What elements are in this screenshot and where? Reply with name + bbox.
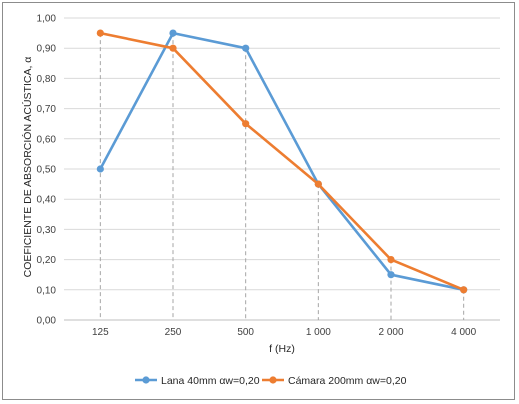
y-tick-label: 0,90 (37, 44, 57, 55)
y-tick-label: 0,70 (37, 104, 57, 115)
legend-swatch-marker (269, 376, 277, 384)
y-tick-label: 0,30 (37, 225, 57, 236)
data-point-series-2 (169, 44, 177, 52)
data-point-series-1 (387, 271, 395, 279)
x-tick-label: 250 (165, 327, 182, 338)
chart-frame (2, 2, 515, 400)
data-point-series-1 (169, 29, 177, 37)
data-point-series-2 (314, 180, 322, 188)
legend-label: Lana 40mm αw=0,20 (161, 375, 260, 387)
x-tick-label: 4 000 (451, 327, 476, 338)
x-tick-label: 500 (237, 327, 254, 338)
series-line-2 (99, 31, 466, 292)
drop-lines (99, 33, 465, 320)
data-point-series-1 (96, 165, 104, 173)
y-tick-labels: 0,00 0,10 0,20 0,30 0,40 0,50 0,60 0,70 0,80 0,90… (37, 14, 57, 327)
data-point-series-2 (96, 29, 104, 37)
data-point-series-2 (460, 286, 468, 294)
series-line-1 (99, 31, 466, 292)
x-tick-labels: 125 250 500 1 000 2 000 4 000 (92, 327, 477, 338)
y-tick-label: 1,00 (37, 14, 57, 25)
data-point-series-2 (242, 120, 250, 128)
y-tick-label: 0,60 (37, 134, 57, 145)
y-tick-label: 0,80 (37, 74, 57, 85)
data-point-series-2 (387, 256, 395, 264)
y-tick-label: 0,00 (37, 316, 57, 327)
legend: Lana 40mm αw=0,20 Cámara 200mm αw=0,20 (135, 375, 407, 387)
legend-swatch-marker (142, 376, 150, 384)
x-tick-label: 2 000 (378, 327, 403, 338)
y-tick-label: 0,40 (37, 195, 57, 206)
y-tick-label: 0,10 (37, 285, 57, 296)
legend-label: Cámara 200mm αw=0,20 (288, 375, 407, 387)
series-layer (96, 29, 468, 294)
gridlines (64, 17, 500, 321)
x-tick-label: 125 (92, 327, 109, 338)
y-tick-label: 0,50 (37, 165, 57, 176)
y-axis-title: COEFICIENTE DE ABSORCIÓN ACÚSTICA, α (21, 57, 34, 278)
data-point-series-1 (242, 44, 250, 52)
x-axis-title: f (Hz) (269, 343, 295, 355)
x-tick-label: 1 000 (306, 327, 331, 338)
y-tick-label: 0,20 (37, 255, 57, 266)
